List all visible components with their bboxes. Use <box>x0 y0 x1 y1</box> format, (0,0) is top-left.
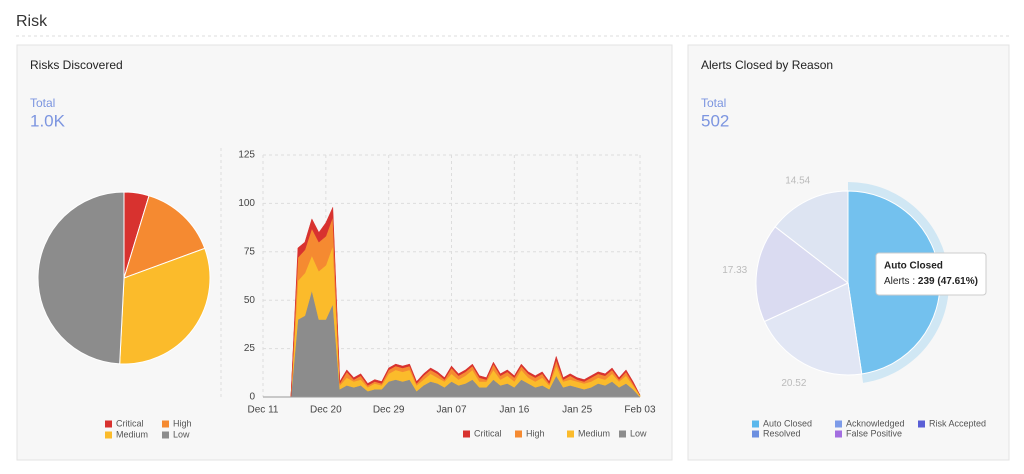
total-value: 1.0K <box>30 111 66 130</box>
x-tick-label: Feb 03 <box>624 405 656 416</box>
legend-label: Risk Accepted <box>929 418 986 428</box>
y-tick-label: 25 <box>244 343 256 354</box>
legend-swatch <box>105 420 112 428</box>
slice <box>123 195 206 279</box>
slice <box>763 282 863 376</box>
y-tick-label: 75 <box>244 246 256 257</box>
slice <box>37 191 125 365</box>
slice-label: 14.54 <box>785 175 810 186</box>
legend-label: Acknowledged <box>846 418 905 428</box>
legend-label: High <box>526 428 545 438</box>
x-tick-label: Dec 11 <box>248 405 279 416</box>
y-tick-label: 50 <box>244 295 256 306</box>
legend-swatch <box>918 420 925 428</box>
legend-swatch <box>619 430 626 438</box>
legend-swatch <box>463 430 470 438</box>
y-tick-label: 100 <box>238 198 255 209</box>
x-tick-label: Dec 20 <box>310 405 342 416</box>
slice-label: 20.52 <box>781 378 806 389</box>
x-tick-label: Dec 29 <box>373 405 405 416</box>
legend-label: Low <box>630 428 647 438</box>
total-label: Total <box>30 96 55 110</box>
total-value: 502 <box>701 111 729 130</box>
legend-swatch <box>567 430 574 438</box>
legend-swatch <box>105 431 112 439</box>
page-title: Risk <box>16 13 48 30</box>
legend-label: Resolved <box>763 428 801 438</box>
tooltip-text: Alerts : 239 (47.61%) <box>884 276 978 287</box>
legend-label: Low <box>173 429 190 439</box>
legend-swatch <box>752 430 759 438</box>
legend-label: Medium <box>116 429 148 439</box>
legend-label: Medium <box>578 428 610 438</box>
legend-swatch <box>835 430 842 438</box>
legend-swatch <box>752 420 759 428</box>
tooltip-count: 239 <box>918 276 935 287</box>
x-tick-label: Jan 25 <box>562 405 592 416</box>
x-tick-label: Jan 07 <box>436 405 466 416</box>
slice-label: 17.33 <box>722 265 747 276</box>
legend-swatch <box>162 431 169 439</box>
panel-title: Risks Discovered <box>30 58 123 72</box>
legend-label: Critical <box>116 418 144 428</box>
total-label: Total <box>701 96 726 110</box>
legend-swatch <box>162 420 169 428</box>
panel-title: Alerts Closed by Reason <box>701 58 833 72</box>
tooltip-label: Alerts : <box>884 276 915 287</box>
legend-label: High <box>173 418 192 428</box>
y-tick-label: 125 <box>238 150 255 161</box>
legend-label: Critical <box>474 428 502 438</box>
x-tick-label: Jan 16 <box>499 405 529 416</box>
legend-swatch <box>515 430 522 438</box>
area <box>263 207 641 398</box>
tooltip-title: Auto Closed <box>884 261 943 272</box>
legend-label: Auto Closed <box>763 418 812 428</box>
tooltip-share: (47.61%) <box>937 276 978 287</box>
legend-label: False Positive <box>846 428 902 438</box>
y-tick-label: 0 <box>249 392 255 403</box>
slice <box>774 190 849 285</box>
slice <box>119 247 211 365</box>
legend-swatch <box>835 420 842 428</box>
slice <box>755 226 849 323</box>
tooltip <box>875 252 987 296</box>
